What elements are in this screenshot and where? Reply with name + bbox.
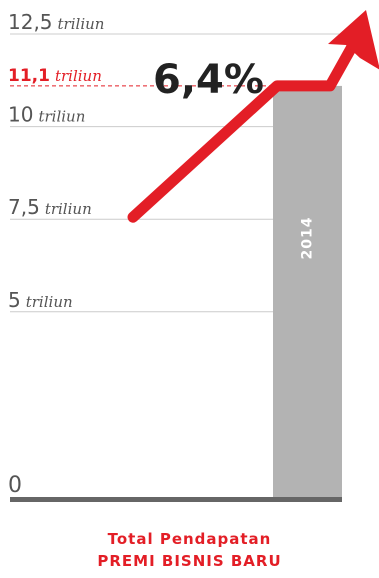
growth-percent-label: 6,4% xyxy=(153,57,264,103)
y-tick-label-0: 0 xyxy=(8,473,22,498)
caption-line-2: PREMI BISNIS BARU xyxy=(97,552,282,570)
caption-line-1: Total Pendapatan xyxy=(107,530,272,548)
y-tick-label-2: 7,5 triliun xyxy=(8,195,92,219)
y-tick-label-3: 10 triliun xyxy=(8,103,85,127)
y-tick-label-1: 5 triliun xyxy=(8,288,73,312)
bar-label-2014: 2014 xyxy=(300,216,316,259)
baseline xyxy=(10,497,342,502)
growth-arrow-head xyxy=(328,10,379,70)
bar-2014 xyxy=(273,85,342,498)
growth-arrow-line xyxy=(127,30,364,223)
y-tick-label-5: 12,5 triliun xyxy=(8,10,104,34)
y-tick-label-4: 11,1 triliun xyxy=(8,66,102,86)
